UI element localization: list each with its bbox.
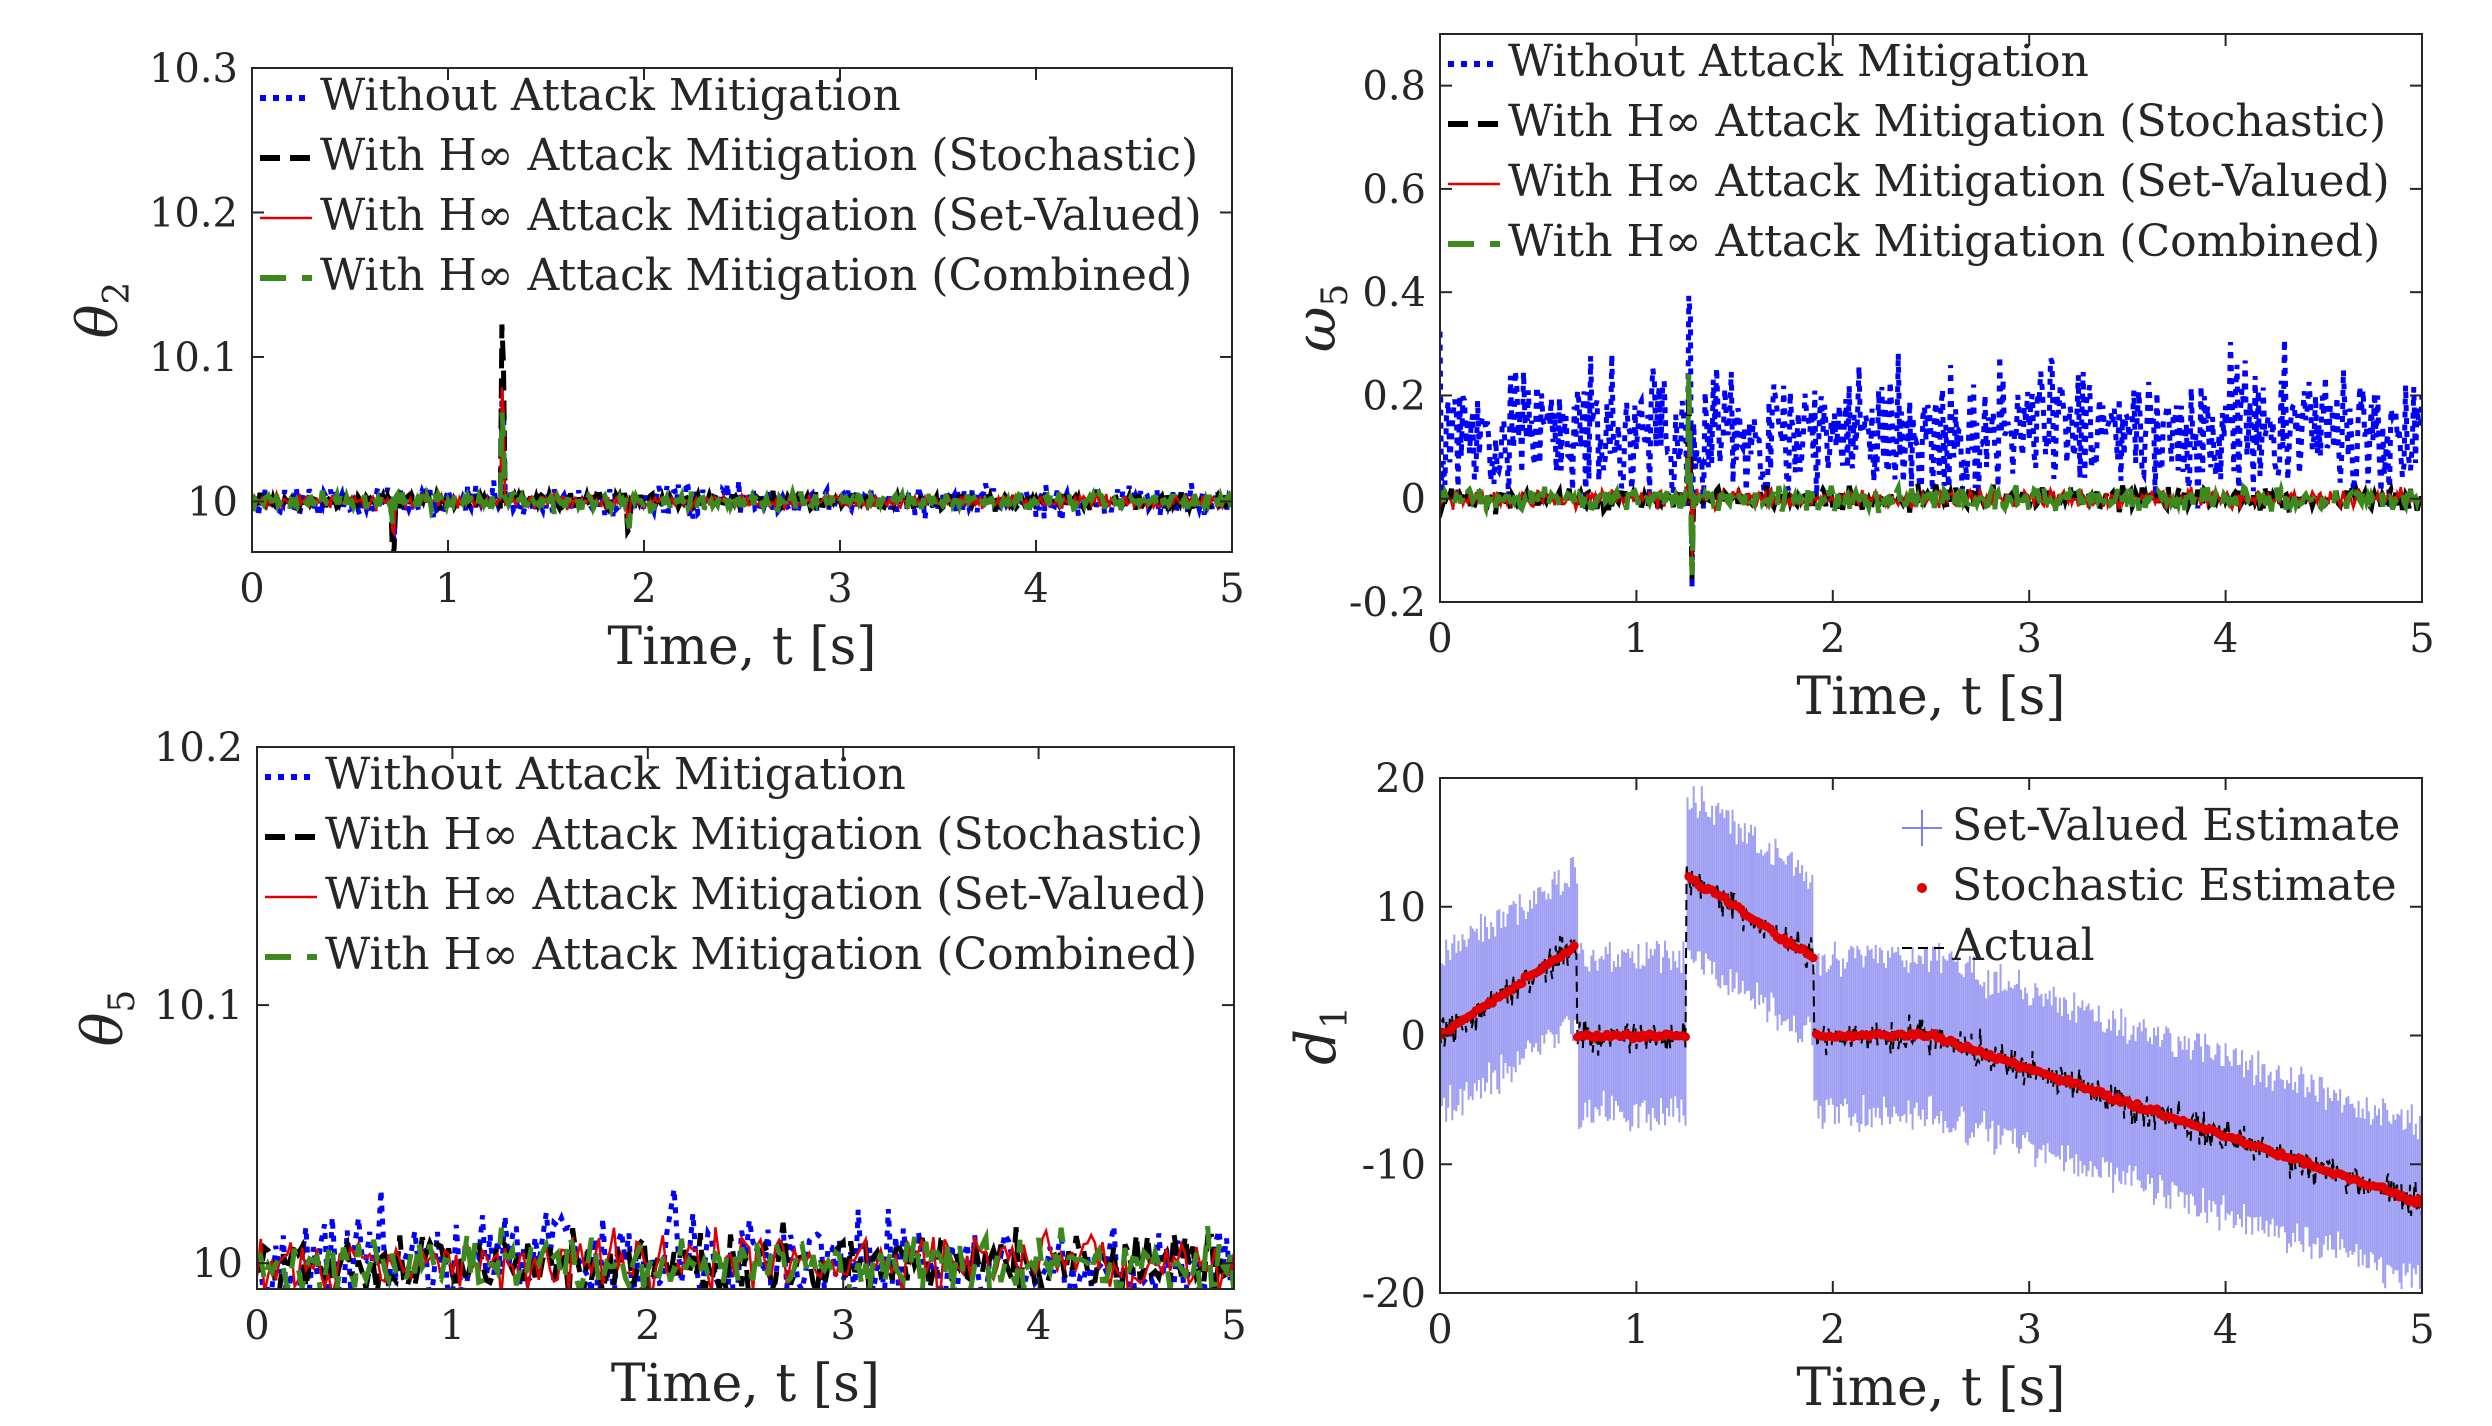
y-tick-label: 0.4: [1362, 270, 1426, 316]
y-axis-label: d1: [1284, 1006, 1356, 1065]
series-line-4: [1440, 373, 2422, 575]
x-tick-label: 0: [1427, 616, 1452, 662]
x-tick-label: 5: [1219, 566, 1244, 612]
y-tick-label: 10.2: [154, 725, 243, 771]
legend-label: With H∞ Attack Mitigation (Combined): [320, 250, 1192, 301]
plot-area: [252, 324, 1232, 552]
x-tick-label: 3: [2016, 1307, 2041, 1353]
x-tick-label: 1: [1624, 616, 1649, 662]
legend-label: With H∞ Attack Mitigation (Set-Valued): [1508, 156, 2390, 207]
chart-panel-4: 0 1 2 3 4 5 -20 -10 0 10 20 Time, t [s] d1 Set-Valued…: [1284, 756, 2435, 1418]
legend-label: Set-Valued Estimate: [1952, 800, 2400, 851]
legend-label: With H∞ Attack Mitigation (Stochastic): [1508, 96, 2386, 147]
legend-label: With H∞ Attack Mitigation (Stochastic): [320, 130, 1198, 181]
y-tick-label: 10: [192, 1241, 243, 1287]
x-tick-label: 5: [2409, 1307, 2434, 1353]
legend: Without Attack Mitigation With H∞ Attack …: [265, 749, 1207, 980]
y-tick-label: -10: [1362, 1142, 1426, 1188]
legend: Without Attack Mitigation With H∞ Attack …: [1448, 36, 2390, 267]
legend-label: Without Attack Mitigation: [325, 749, 906, 800]
y-tick-label: 10: [187, 479, 238, 525]
y-tick-label: 10.1: [149, 335, 238, 381]
y-tick-label: 10.3: [149, 46, 238, 92]
series-line-1: [252, 399, 1232, 542]
legend: Set-Valued Estimate Stochastic Estimate Ac…: [1902, 800, 2400, 971]
stochastic-point: [1808, 953, 1818, 963]
y-tick-label: 0.6: [1362, 167, 1426, 213]
series-line-2: [1440, 391, 2422, 579]
x-tick-label: 4: [2213, 1307, 2238, 1353]
legend-label: With H∞ Attack Mitigation (Combined): [1508, 216, 2380, 267]
legend-label: With H∞ Attack Mitigation (Stochastic): [325, 809, 1203, 860]
axes-box: [251, 67, 1233, 553]
y-axis-label: θ2: [66, 282, 138, 339]
y-axis-label: θ5: [71, 990, 143, 1047]
stochastic-point: [2417, 1199, 2422, 1209]
x-axis-label: Time, t [s]: [1796, 667, 2065, 727]
stochastic-point: [1681, 1032, 1690, 1042]
x-tick-label: 0: [239, 566, 264, 612]
actual-line: [1440, 864, 2422, 1218]
x-tick-label: 2: [1820, 1307, 1845, 1353]
y-tick-label: 0.8: [1362, 64, 1426, 110]
legend-swatch: [1917, 883, 1927, 893]
legend-label: With H∞ Attack Mitigation (Set-Valued): [325, 869, 1207, 920]
x-tick-label: 2: [1820, 616, 1845, 662]
series-line-2: [252, 324, 1232, 552]
x-tick-label: 1: [440, 1303, 465, 1349]
x-tick-label: 2: [631, 566, 656, 612]
y-tick-label: -20: [1362, 1271, 1426, 1317]
y-tick-label: 10: [1375, 885, 1426, 931]
legend-label: With H∞ Attack Mitigation (Combined): [325, 929, 1197, 980]
legend: Without Attack Mitigation With H∞ Attack …: [260, 70, 1202, 301]
x-tick-label: 2: [635, 1303, 660, 1349]
x-axis-label: Time, t [s]: [1796, 1358, 2065, 1418]
legend-label: Actual: [1951, 920, 2095, 971]
x-axis-label: Time, t [s]: [607, 617, 876, 677]
y-tick-label: 10.2: [149, 190, 238, 236]
x-tick-label: 1: [1624, 1307, 1649, 1353]
x-tick-label: 3: [2016, 616, 2041, 662]
stochastic-point: [1569, 941, 1579, 951]
y-tick-label: 0: [1401, 1014, 1426, 1060]
x-tick-label: 5: [1221, 1303, 1246, 1349]
x-tick-label: 4: [2213, 616, 2238, 662]
axes-box: [1439, 33, 2423, 603]
chart-panel-1: 0 1 2 3 4 5 10 10.1 10.2 10.3 Time, t [s] θ2 Without…: [66, 46, 1245, 677]
y-tick-label: 10.1: [154, 983, 243, 1029]
plot-area: [1440, 295, 2422, 588]
stochastic-point: [1517, 978, 1527, 988]
series-line-1: [1440, 295, 2422, 588]
plot-area: [257, 1188, 1234, 1289]
legend-label: Without Attack Mitigation: [320, 70, 901, 121]
x-tick-label: 5: [2409, 616, 2434, 662]
y-tick-label: 0: [1401, 477, 1426, 523]
legend-label: With H∞ Attack Mitigation (Set-Valued): [320, 190, 1202, 241]
series-line-4: [257, 1225, 1234, 1289]
y-tick-label: 0.2: [1362, 373, 1426, 419]
x-tick-label: 0: [244, 1303, 269, 1349]
y-axis-label: ω5: [1284, 284, 1356, 353]
x-tick-label: 4: [1026, 1303, 1051, 1349]
plot-area: [1440, 786, 2422, 1293]
x-tick-label: 3: [830, 1303, 855, 1349]
stochastic-estimate-dots: [1440, 871, 2422, 1209]
axes-box: [256, 746, 1235, 1290]
x-tick-label: 4: [1023, 566, 1048, 612]
chart-panel-3: 0 1 2 3 4 5 10 10.1 10.2 Time, t [s] θ5 Without Att…: [71, 725, 1247, 1414]
legend-label: Stochastic Estimate: [1952, 860, 2397, 911]
x-tick-label: 0: [1427, 1307, 1452, 1353]
x-axis-label: Time, t [s]: [611, 1354, 880, 1414]
legend-label: Without Attack Mitigation: [1508, 36, 2089, 87]
y-tick-label: -0.2: [1349, 580, 1426, 626]
series-line-4: [252, 412, 1232, 535]
y-tick-label: 20: [1375, 756, 1426, 802]
x-tick-label: 3: [827, 566, 852, 612]
x-tick-label: 1: [435, 566, 460, 612]
